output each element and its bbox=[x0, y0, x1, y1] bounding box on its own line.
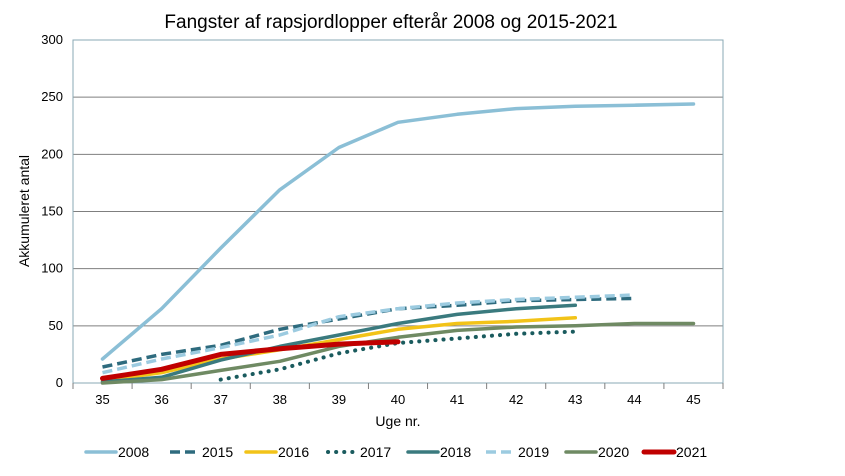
series-line-2008 bbox=[100, 102, 696, 361]
x-tick-label: 37 bbox=[213, 392, 227, 407]
series-line-2019 bbox=[102, 293, 635, 375]
legend-label: 2018 bbox=[440, 444, 471, 460]
gridlines bbox=[73, 39, 723, 384]
x-tick-label: 43 bbox=[568, 392, 582, 407]
legend-item-2015: 2015 bbox=[170, 444, 233, 460]
legend-label: 2020 bbox=[598, 444, 629, 460]
x-tick-label: 41 bbox=[450, 392, 464, 407]
x-tick-label: 38 bbox=[273, 392, 287, 407]
x-tick-label: 40 bbox=[391, 392, 405, 407]
series-layer bbox=[100, 102, 696, 385]
y-tick-label: 200 bbox=[41, 146, 63, 161]
y-tick-label: 300 bbox=[41, 32, 63, 47]
x-axis-label: Uge nr. bbox=[375, 413, 420, 429]
y-tick-label: 0 bbox=[56, 375, 63, 390]
x-tick-labels: 35 36 37 38 39 40 41 42 43 44 45 bbox=[72, 383, 724, 407]
y-axis-label: Akkumuleret antal bbox=[16, 155, 32, 267]
y-tick-labels: 0 50 100 150 200 250 300 bbox=[41, 32, 63, 390]
legend-item-2019: 2019 bbox=[486, 444, 549, 460]
y-tick-label: 150 bbox=[41, 204, 63, 219]
legend-label: 2016 bbox=[278, 444, 309, 460]
legend-item-2021: 2021 bbox=[641, 444, 707, 460]
legend-label: 2021 bbox=[676, 444, 707, 460]
x-tick-label: 45 bbox=[686, 392, 700, 407]
y-tick-label: 250 bbox=[41, 89, 63, 104]
legend-item-2018: 2018 bbox=[406, 444, 471, 460]
x-tick-label: 36 bbox=[154, 392, 168, 407]
legend-item-2020: 2020 bbox=[564, 444, 629, 460]
legend-item-2008: 2008 bbox=[84, 444, 149, 460]
legend-label: 2008 bbox=[118, 444, 149, 460]
legend-label: 2017 bbox=[360, 444, 391, 460]
series-line-2018 bbox=[100, 303, 578, 384]
x-tick-label: 35 bbox=[95, 392, 109, 407]
y-tick-label: 50 bbox=[49, 318, 63, 333]
x-tick-label: 39 bbox=[332, 392, 346, 407]
series-line-2020 bbox=[100, 321, 696, 385]
plot-frame bbox=[72, 39, 724, 384]
legend-item-2017: 2017 bbox=[326, 444, 391, 460]
series-line-2016 bbox=[100, 316, 578, 383]
x-tick-label: 42 bbox=[509, 392, 523, 407]
series-line-2017 bbox=[218, 329, 578, 382]
x-tick-label: 44 bbox=[627, 392, 641, 407]
legend-label: 2019 bbox=[518, 444, 549, 460]
legend-item-2016: 2016 bbox=[244, 444, 309, 460]
series-line-2021 bbox=[100, 339, 401, 381]
legend-label: 2015 bbox=[202, 444, 233, 460]
legend: 2008 2015 2016 2017 2018 2019 2020 2021 bbox=[84, 444, 707, 460]
chart-title: Fangster af rapsjordlopper efterår 2008 … bbox=[164, 12, 617, 33]
y-tick-label: 100 bbox=[41, 261, 63, 276]
